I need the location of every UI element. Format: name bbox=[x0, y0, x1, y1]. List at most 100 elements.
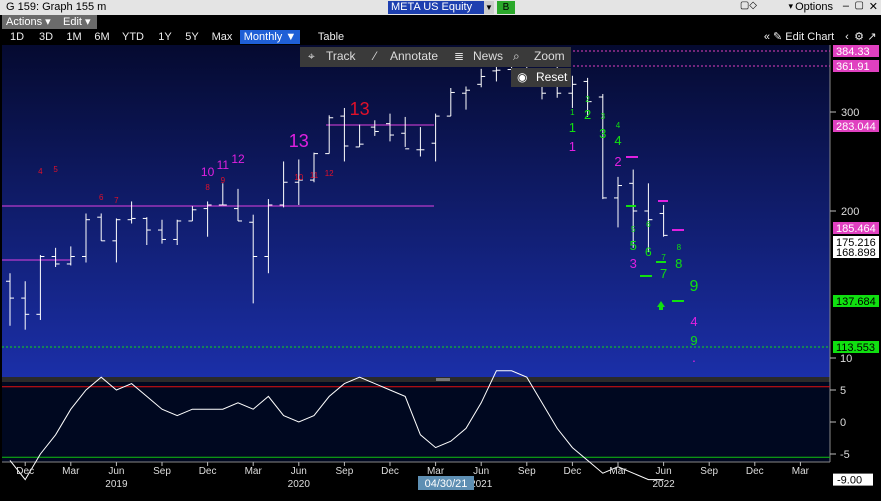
price-tick: 300 bbox=[830, 107, 859, 119]
price-level-label: 168.898 bbox=[833, 246, 879, 259]
svg-text:-9.00: -9.00 bbox=[837, 475, 862, 487]
news-icon: ≣ bbox=[454, 49, 465, 63]
count-label: 7 bbox=[114, 196, 119, 205]
price-level-lines bbox=[2, 50, 830, 348]
window-title-bar: G 159: Graph 155 m META US Equity ▼ B ▢◇… bbox=[0, 0, 881, 15]
svg-text:300: 300 bbox=[841, 107, 859, 119]
svg-text:Sep: Sep bbox=[518, 466, 536, 477]
month-tick: Mar bbox=[245, 462, 262, 477]
month-tick: Jun bbox=[108, 462, 124, 477]
svg-text:Sep: Sep bbox=[336, 466, 354, 477]
range-ytd-button[interactable]: YTD bbox=[122, 31, 144, 43]
svg-text:Mar: Mar bbox=[427, 466, 445, 477]
ohlc-bar bbox=[173, 219, 182, 246]
ohlc-bar bbox=[310, 152, 318, 183]
track-tool[interactable]: Track bbox=[326, 49, 356, 63]
range-1y-button[interactable]: 1Y bbox=[158, 31, 172, 43]
svg-text:Dec: Dec bbox=[199, 466, 217, 477]
window-controls-icon[interactable]: ▢◇ bbox=[739, 0, 757, 11]
count-label: 12 bbox=[231, 152, 245, 166]
ohlc-bar bbox=[431, 113, 440, 162]
ohlc-bar bbox=[386, 113, 394, 142]
count-label: 1 bbox=[569, 139, 576, 154]
zoom-tool[interactable]: Zoom bbox=[534, 49, 565, 63]
month-tick: Sep bbox=[153, 462, 171, 477]
month-tick: Sep bbox=[700, 462, 719, 477]
upper-panel-background bbox=[2, 45, 830, 377]
actions-menu[interactable]: Actions ▾ bbox=[2, 15, 61, 29]
year-label: 2021 bbox=[470, 479, 493, 490]
count-label: 3 bbox=[630, 256, 637, 271]
ohlc-bar bbox=[370, 120, 379, 136]
oscillator-last-value: -9.00 bbox=[833, 473, 873, 487]
options-menu[interactable]: Options bbox=[795, 1, 833, 13]
ohlc-bar bbox=[294, 159, 303, 205]
range-5y-button[interactable]: 5Y bbox=[185, 31, 199, 43]
ticker-field[interactable]: META US Equity bbox=[388, 1, 484, 14]
period-select[interactable]: Monthly ▼ bbox=[240, 30, 300, 44]
month-tick: Mar bbox=[62, 462, 80, 477]
maximize-icon[interactable]: ▢ bbox=[854, 0, 864, 11]
price-level-label: 185.464 bbox=[833, 222, 879, 235]
source-badge[interactable]: B bbox=[497, 1, 515, 14]
price-level-label: 384.33 bbox=[833, 45, 879, 58]
svg-text:Jun: Jun bbox=[108, 466, 124, 477]
close-icon[interactable]: ✕ bbox=[868, 1, 878, 13]
range-max-button[interactable]: Max bbox=[211, 31, 233, 43]
svg-text:Dec: Dec bbox=[381, 466, 399, 477]
month-tick: Sep bbox=[336, 462, 354, 477]
oscillator-tick: 0 bbox=[830, 417, 846, 429]
reset-zoom-button[interactable]: ◉ Reset bbox=[511, 68, 571, 87]
count-label: 11 bbox=[310, 171, 319, 180]
count-label: 11 bbox=[217, 158, 230, 172]
ohlc-bar bbox=[598, 93, 607, 200]
svg-text:Sep: Sep bbox=[153, 466, 171, 477]
panel-divider-handle-icon[interactable] bbox=[436, 378, 450, 381]
count-label: · bbox=[692, 352, 697, 368]
signal-markers bbox=[626, 156, 684, 310]
ohlc-bar bbox=[142, 217, 151, 246]
count-label: 7 bbox=[661, 253, 666, 262]
month-tick: Sep bbox=[518, 462, 536, 477]
ohlc-bar bbox=[112, 218, 121, 263]
range-3d-button[interactable]: 3D bbox=[38, 31, 54, 43]
svg-text:Jun: Jun bbox=[291, 466, 307, 477]
ohlc-bar bbox=[477, 68, 486, 88]
month-tick: Mar bbox=[792, 462, 810, 477]
count-label: 8 bbox=[675, 256, 682, 271]
svg-text:137.684: 137.684 bbox=[836, 296, 876, 308]
count-label: 3 bbox=[601, 112, 606, 121]
edit-menu[interactable]: Edit ▾ bbox=[59, 15, 98, 29]
chart-area[interactable]: 4 5 6 7 8 9 10 11 12 13 10 11 12 13 1 2 3 4 1 2 3 4 1 2 5 6 7 8 5 6 7 8… bbox=[0, 45, 881, 496]
minimize-icon[interactable]: – bbox=[842, 0, 849, 12]
ohlc-bar bbox=[629, 169, 638, 248]
svg-text:Jun: Jun bbox=[473, 466, 489, 477]
range-1m-button[interactable]: 1M bbox=[66, 31, 82, 43]
count-label: 9 bbox=[690, 278, 699, 295]
svg-text:10: 10 bbox=[840, 353, 852, 365]
price-tick: 200 bbox=[830, 206, 859, 218]
table-button[interactable]: Table bbox=[317, 31, 345, 43]
menu-bar: Actions ▾ Edit ▾ bbox=[0, 15, 881, 29]
annotate-tool[interactable]: Annotate bbox=[390, 49, 439, 63]
svg-text:283.044: 283.044 bbox=[836, 121, 876, 133]
count-label: 6 bbox=[646, 220, 651, 229]
edit-chart-button[interactable]: « ✎ Edit Chart bbox=[763, 31, 835, 43]
svg-text:200: 200 bbox=[841, 206, 859, 218]
ticker-dropdown-button[interactable]: ▼ bbox=[484, 1, 494, 14]
ohlc-bar bbox=[21, 281, 30, 330]
nav-prev-icon[interactable]: ‹ bbox=[845, 31, 849, 43]
range-6m-button[interactable]: 6M bbox=[94, 31, 110, 43]
svg-text:Mar: Mar bbox=[62, 466, 80, 477]
month-tick: Dec bbox=[199, 462, 217, 477]
ohlc-bar bbox=[188, 206, 197, 222]
expand-icon[interactable]: ↗ bbox=[867, 31, 877, 43]
ohlc-bar bbox=[462, 86, 470, 110]
range-1d-button[interactable]: 1D bbox=[9, 31, 25, 43]
news-tool[interactable]: News bbox=[473, 49, 504, 63]
panel-divider[interactable] bbox=[2, 377, 830, 382]
gear-icon[interactable]: ⚙ bbox=[854, 31, 864, 43]
count-label: 1 bbox=[570, 108, 575, 117]
count-label: 8 bbox=[205, 183, 210, 192]
